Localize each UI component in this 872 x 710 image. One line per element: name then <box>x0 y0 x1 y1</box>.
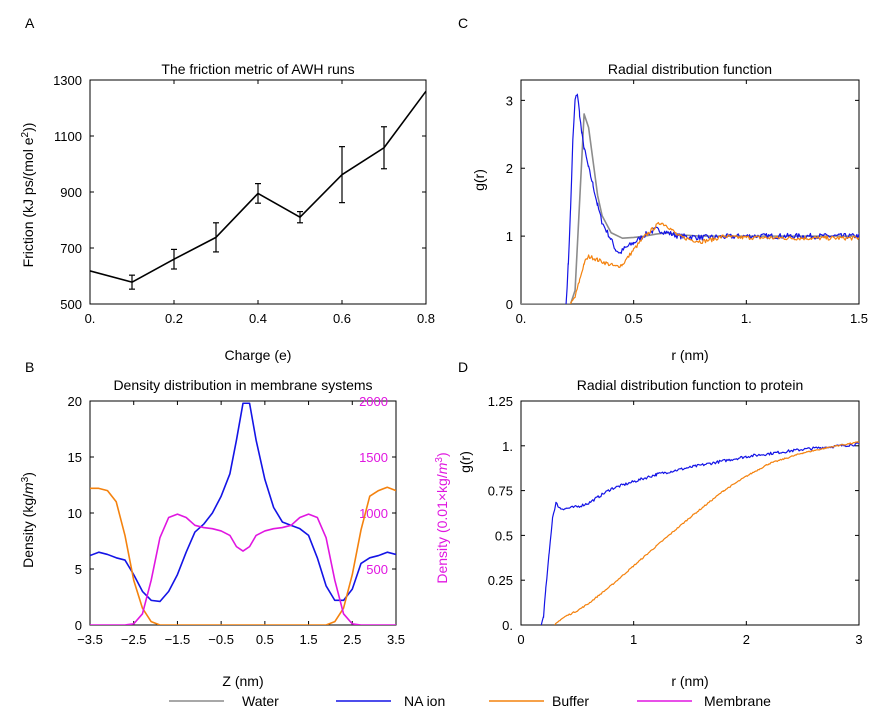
chart-c-xtick-label: 1.5 <box>850 311 868 326</box>
chart-c-title: Radial distribution function <box>608 61 772 77</box>
chart-d-ytick-label: 1.25 <box>488 394 513 409</box>
chart-b-xtick-label: 0.5 <box>256 632 274 647</box>
chart-d-ytick-label: 0.5 <box>495 528 513 543</box>
chart-b-y2tick-label: 2000 <box>359 394 388 409</box>
chart-b-ytick-label: 15 <box>68 450 82 465</box>
chart-d-series-buffer <box>554 441 859 625</box>
chart-d-xtick-label: 0 <box>517 632 524 647</box>
chart-a-xtick-label: 0.2 <box>165 311 183 326</box>
chart-c-xtick-label: 1. <box>741 311 752 326</box>
chart-b-title: Density distribution in membrane systems <box>113 377 372 393</box>
chart-b-y2label: Density (0.01×kg/m3) <box>434 452 450 583</box>
chart-b-series-na-ion <box>90 402 396 603</box>
legend-label-buffer: Buffer <box>552 693 589 709</box>
chart-a-ytick-label: 900 <box>60 185 82 200</box>
chart-d-frame <box>520 400 860 626</box>
chart-c-series-water <box>521 113 859 304</box>
chart-b-xtick-label: 2.5 <box>343 632 361 647</box>
chart-a-ytick-label: 700 <box>60 241 82 256</box>
chart-a-xtick-label: 0.8 <box>417 311 435 326</box>
chart-b-ytick-label: 10 <box>68 506 82 521</box>
chart-c-series-buffer <box>570 221 859 304</box>
panel-label-a: A <box>25 15 35 31</box>
chart-d-ytick-label: 0. <box>502 618 513 633</box>
chart-b-plot: −3.5 −2.5 −1.5 −0.5 0.5 1.5 2.5 3.5 0 5 10 15 20 500 1… <box>68 394 406 647</box>
chart-b-xtick-label: 1.5 <box>300 632 318 647</box>
chart-b-xtick-label: 3.5 <box>387 632 405 647</box>
chart-d-ytick-label: 0.75 <box>488 484 513 499</box>
legend-label-membrane: Membrane <box>704 693 771 709</box>
chart-a-ylabel: Friction (kJ ps/(mol e2)) <box>20 123 36 268</box>
panel-label-c: C <box>458 15 468 31</box>
chart-b-series-membrane <box>90 513 396 625</box>
chart-b-ylabel: Density (kg/m3) <box>20 472 36 568</box>
chart-c-ytick-label: 2 <box>506 161 513 176</box>
chart-c-ylabel: g(r) <box>471 169 487 191</box>
chart-d-series-na-ion <box>540 442 859 625</box>
chart-a-ytick-label: 500 <box>60 297 82 312</box>
chart-d-xtick-label: 3 <box>855 632 862 647</box>
chart-a-xtick-label: 0.6 <box>333 311 351 326</box>
chart-b-xtick-label: −0.5 <box>208 632 234 647</box>
chart-b-series-buffer <box>90 486 396 625</box>
chart-c-plot: 0. 0.5 1. 1.5 0 1 2 3 <box>506 79 868 326</box>
chart-c-ytick-label: 0 <box>506 297 513 312</box>
chart-b-ytick-label: 20 <box>68 394 82 409</box>
legend-label-water: Water <box>242 693 279 709</box>
chart-c-frame <box>520 79 860 305</box>
chart-d-xtick-label: 2 <box>743 632 750 647</box>
chart-b-xtick-label: −1.5 <box>165 632 191 647</box>
chart-d-ytick-label: 1. <box>502 439 513 454</box>
chart-a-title: The friction metric of AWH runs <box>161 61 354 77</box>
chart-b-xlabel: Z (nm) <box>222 673 263 689</box>
chart-c-xtick-label: 0.5 <box>625 311 643 326</box>
legend-label-na-ion: NA ion <box>404 693 445 709</box>
chart-b-y2tick-label: 500 <box>366 562 388 577</box>
chart-b-xtick-label: −3.5 <box>77 632 103 647</box>
chart-b-ytick-label: 5 <box>75 562 82 577</box>
chart-d-ytick-label: 0.25 <box>488 573 513 588</box>
chart-b-y2tick-label: 1500 <box>359 450 388 465</box>
legend: Water NA ion Buffer Membrane <box>169 693 771 709</box>
panel-label-d: D <box>458 359 468 375</box>
chart-a-xtick-label: 0. <box>85 311 96 326</box>
panel-label-b: B <box>25 359 34 375</box>
chart-c-ytick-label: 1 <box>506 229 513 244</box>
chart-d-plot: 0 1 2 3 0. 0.25 0.5 0.75 1. 1.25 <box>488 394 863 647</box>
chart-d-title: Radial distribution function to protein <box>577 377 803 393</box>
chart-c-series-na-ion <box>565 93 859 304</box>
chart-d-xlabel: r (nm) <box>671 673 708 689</box>
chart-d-ylabel: g(r) <box>457 451 473 473</box>
chart-b-ytick-label: 0 <box>75 618 82 633</box>
chart-c-ytick-label: 3 <box>506 93 513 108</box>
chart-a-xlabel: Charge (e) <box>225 347 292 363</box>
chart-c-xlabel: r (nm) <box>671 347 708 363</box>
chart-c-xtick-label: 0. <box>516 311 527 326</box>
chart-a-plot: 0. 0.2 0.4 0.6 0.8 500 700 900 1100 1300 <box>53 73 435 326</box>
chart-d-xtick-label: 1 <box>630 632 637 647</box>
chart-a-xtick-label: 0.4 <box>249 311 267 326</box>
chart-a-ytick-label: 1300 <box>53 73 82 88</box>
chart-a-ytick-label: 1100 <box>54 129 82 144</box>
chart-b-xtick-label: −2.5 <box>121 632 147 647</box>
